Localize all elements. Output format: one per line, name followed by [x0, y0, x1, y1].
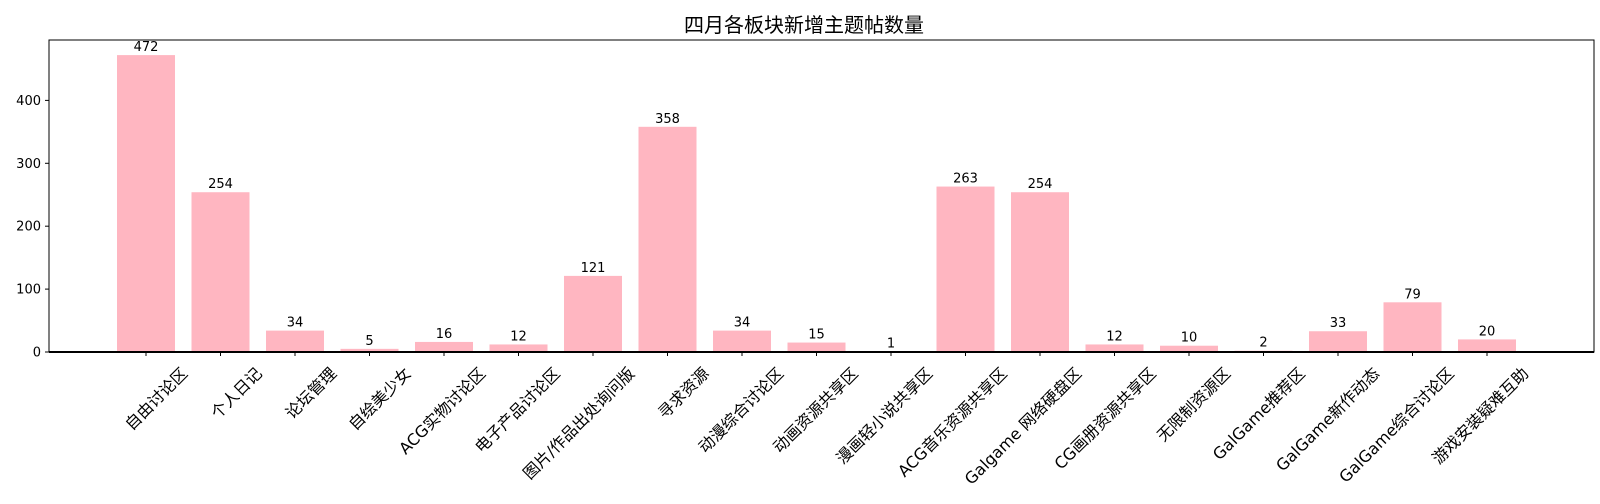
bar [1383, 302, 1442, 352]
bar-value-label: 1 [887, 336, 895, 351]
bar-value-label: 12 [510, 329, 527, 344]
bar [117, 55, 175, 352]
bar-value-label: 263 [953, 172, 978, 187]
bar-value-label: 34 [734, 316, 751, 331]
bar-value-label: 121 [581, 261, 606, 276]
y-tick-label: 0 [33, 346, 41, 361]
bar [787, 342, 846, 352]
bar-value-label: 79 [1404, 287, 1421, 302]
bar-value-label: 34 [287, 316, 304, 331]
bar [1458, 339, 1516, 352]
y-tick-label: 200 [16, 220, 41, 235]
x-tick-label: 寻求资源 [654, 364, 713, 423]
bar [489, 344, 548, 352]
bar-value-label: 254 [1028, 177, 1053, 192]
bar [638, 126, 697, 352]
bar-value-label: 12 [1106, 329, 1123, 344]
plot-frame [48, 39, 1595, 353]
bar-value-label: 358 [655, 112, 680, 127]
bar-value-label: 2 [1259, 336, 1267, 351]
x-tick-label: 论坛管理 [282, 364, 341, 423]
bar [1309, 331, 1367, 352]
x-axis: 自由讨论区 个人日记 论坛管理 自绘美少女ACG实物讨论区电子产品讨论区图片/作品出处… [121, 352, 1532, 488]
bar [713, 330, 771, 352]
y-tick-label: 300 [16, 157, 41, 172]
bar-value-label: 254 [208, 177, 233, 192]
bars-layer [117, 55, 1516, 352]
value-labels-layer: 472 254 34 5 16 12 121 358 34 15 1 263 254 12 10 2 33 79 2… [134, 40, 1496, 351]
x-tick-label: 自绘美少女 [345, 364, 415, 434]
y-tick-label: 100 [16, 283, 41, 298]
chart-title: 四月各板块新增主题帖数量 [684, 13, 924, 37]
x-tick-label: 无限制资源区 [1153, 364, 1234, 445]
bar-value-label: 16 [436, 327, 453, 342]
bar-value-label: 10 [1181, 331, 1198, 346]
bar-value-label: 472 [134, 40, 159, 55]
bar [340, 348, 399, 352]
bar [415, 341, 473, 352]
bar [1085, 344, 1144, 352]
bar-value-label: 5 [365, 334, 373, 349]
bar [936, 186, 995, 352]
bar-value-label: 33 [1330, 316, 1347, 331]
x-tick-label: 个人日记 [207, 364, 266, 423]
y-axis: 0 100 200 300 400 [16, 94, 49, 361]
x-tick-label: 自由讨论区 [121, 364, 191, 434]
bar-value-label: 20 [1479, 324, 1496, 339]
bar [266, 330, 324, 352]
bar-value-label: 15 [808, 328, 825, 343]
bar [564, 275, 622, 352]
y-tick-label: 400 [16, 94, 41, 109]
bar [1160, 345, 1218, 352]
bar [1011, 192, 1069, 352]
bar [191, 192, 250, 352]
